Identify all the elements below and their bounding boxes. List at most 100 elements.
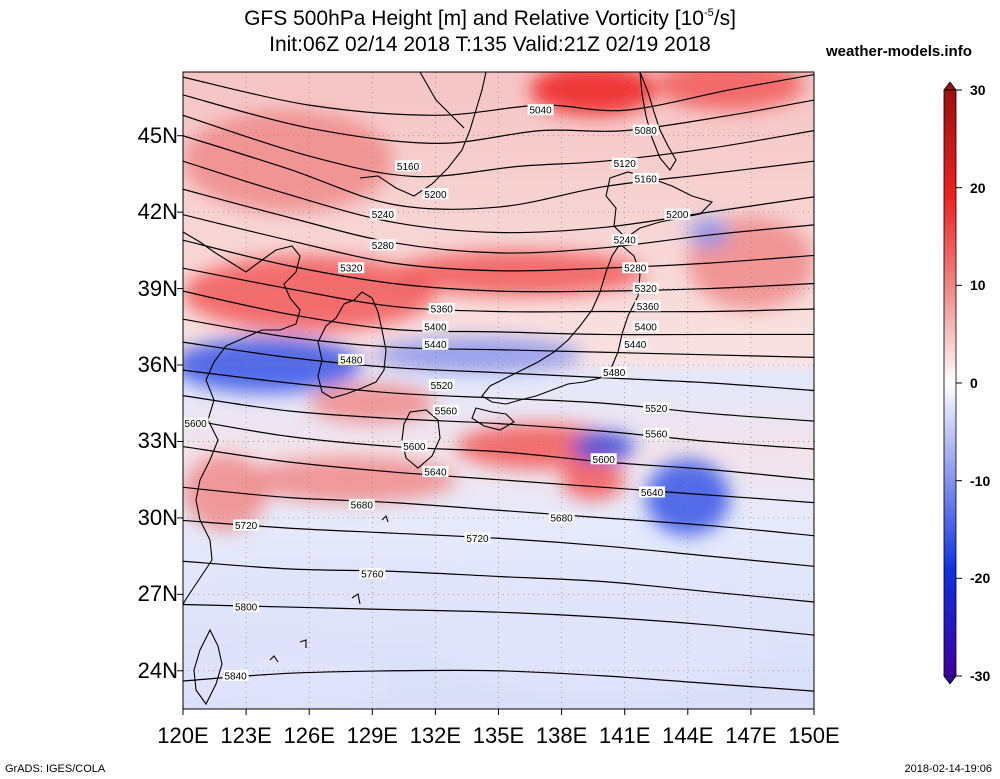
colorbar — [943, 81, 962, 685]
height-contour-5120 — [183, 114, 814, 178]
vorticity-anomaly — [183, 454, 268, 531]
contour-label: 5200 — [664, 208, 691, 221]
colorbar-label: -10 — [970, 472, 991, 489]
lat-label: 36N — [137, 352, 178, 378]
colorbar-label: 0 — [970, 375, 978, 391]
vorticity-anomaly — [183, 652, 394, 709]
svg-text:5560: 5560 — [645, 429, 668, 440]
lon-label: 147E — [725, 723, 777, 748]
height-contour-5320 — [183, 239, 814, 293]
contour-labels: 5040 5080 5120 5160 5160 5200 5200 5240 5240 5280… — [183, 104, 691, 682]
svg-text:5200: 5200 — [666, 210, 689, 221]
axis-ticks — [177, 135, 815, 715]
contour-label: 5600 — [183, 417, 209, 430]
contour-label: 5400 — [632, 320, 659, 333]
lon-label: 120E — [157, 723, 209, 748]
lat-label: 45N — [137, 122, 178, 148]
lat-label: 24N — [137, 657, 178, 683]
svg-text:5480: 5480 — [603, 368, 626, 379]
chart-title: GFS 500hPa Height [m] and Relative Vorti… — [244, 7, 736, 30]
colorbar-label: 10 — [970, 277, 986, 294]
contour-label: 5680 — [348, 499, 375, 512]
coastlines — [183, 72, 714, 706]
colorbar-label: -30 — [970, 668, 991, 684]
contour-label: 5440 — [422, 338, 449, 351]
svg-text:5120: 5120 — [614, 159, 637, 170]
lon-label: 129E — [346, 723, 398, 748]
svg-text:5640: 5640 — [424, 468, 447, 479]
contour-label: 5680 — [548, 511, 575, 524]
vorticity-anomaly — [687, 217, 730, 248]
chart-subtitle: Init:06Z 02/14 2018 T:135 Valid:21Z 02/1… — [269, 33, 711, 56]
colorbar-label: -20 — [970, 570, 991, 587]
contour-label: 5600 — [590, 453, 617, 466]
contour-label: 5720 — [233, 519, 260, 532]
vorticity-anomaly — [183, 255, 436, 332]
height-contours — [183, 73, 814, 692]
height-contour-5640 — [183, 445, 814, 504]
svg-text:5080: 5080 — [635, 126, 658, 137]
height-contour-5600 — [183, 417, 814, 481]
footer-credit: GrADS: IGES/COLA — [5, 763, 106, 775]
svg-text:5480: 5480 — [340, 355, 363, 366]
svg-text:5640: 5640 — [641, 488, 664, 499]
vorticity-anomaly — [656, 72, 804, 111]
lon-label: 144E — [662, 723, 714, 748]
svg-text:5760: 5760 — [361, 569, 384, 580]
svg-text:5600: 5600 — [593, 455, 616, 466]
contour-label: 5800 — [233, 601, 260, 614]
contour-label: 5640 — [639, 486, 666, 499]
lon-label: 138E — [535, 723, 588, 748]
lat-label: 42N — [137, 199, 178, 225]
svg-text:5600: 5600 — [184, 419, 207, 430]
svg-text:5560: 5560 — [435, 406, 458, 417]
contour-label: 5640 — [422, 466, 449, 479]
contour-label: 5720 — [464, 532, 491, 545]
vorticity-anomaly — [204, 563, 499, 625]
svg-text:5240: 5240 — [372, 210, 395, 221]
svg-text:5320: 5320 — [340, 264, 363, 275]
lon-label: 126E — [283, 723, 335, 748]
vorticity-anomaly — [183, 110, 394, 213]
height-contour-5560 — [183, 395, 814, 450]
height-contour-5760 — [183, 560, 814, 603]
height-contour-5360 — [183, 267, 814, 313]
lat-label: 33N — [137, 428, 178, 454]
svg-text:5680: 5680 — [550, 513, 573, 524]
lat-label: 30N — [137, 504, 178, 530]
svg-text:5680: 5680 — [351, 501, 374, 512]
height-contour-5400 — [183, 290, 814, 336]
contour-label: 5080 — [632, 124, 659, 137]
contour-label: 5840 — [222, 669, 249, 682]
height-contour-5520 — [183, 369, 814, 422]
lat-label: 27N — [137, 581, 178, 607]
svg-text:5040: 5040 — [529, 106, 552, 117]
svg-text:5600: 5600 — [403, 442, 426, 453]
contour-label: 5240 — [611, 234, 638, 247]
contour-label: 5160 — [632, 173, 659, 186]
vorticity-anomaly — [572, 431, 636, 462]
contour-label: 5360 — [428, 302, 455, 315]
contour-label: 5760 — [359, 567, 386, 580]
svg-text:5160: 5160 — [635, 175, 658, 186]
svg-text:5280: 5280 — [624, 264, 647, 275]
height-contour-5480 — [183, 341, 814, 392]
colorbar-label: 30 — [970, 82, 986, 98]
lon-label: 135E — [472, 723, 525, 748]
svg-text:5400: 5400 — [635, 322, 658, 333]
svg-text:5840: 5840 — [224, 671, 247, 682]
vorticity-anomaly — [309, 382, 436, 424]
contour-label: 5360 — [634, 300, 661, 313]
svg-text:5360: 5360 — [637, 302, 660, 313]
vorticity-anomaly — [183, 337, 362, 394]
contour-label: 5200 — [422, 188, 449, 201]
svg-text:5360: 5360 — [431, 304, 454, 315]
colorbar-label: 20 — [970, 179, 986, 196]
svg-text:5160: 5160 — [397, 162, 420, 173]
contour-label: 5240 — [369, 208, 396, 221]
brand-label: weather-models.info — [826, 43, 972, 60]
vorticity-anomaly — [435, 594, 772, 697]
contour-label: 5120 — [611, 157, 638, 170]
contour-label: 5320 — [338, 262, 365, 275]
